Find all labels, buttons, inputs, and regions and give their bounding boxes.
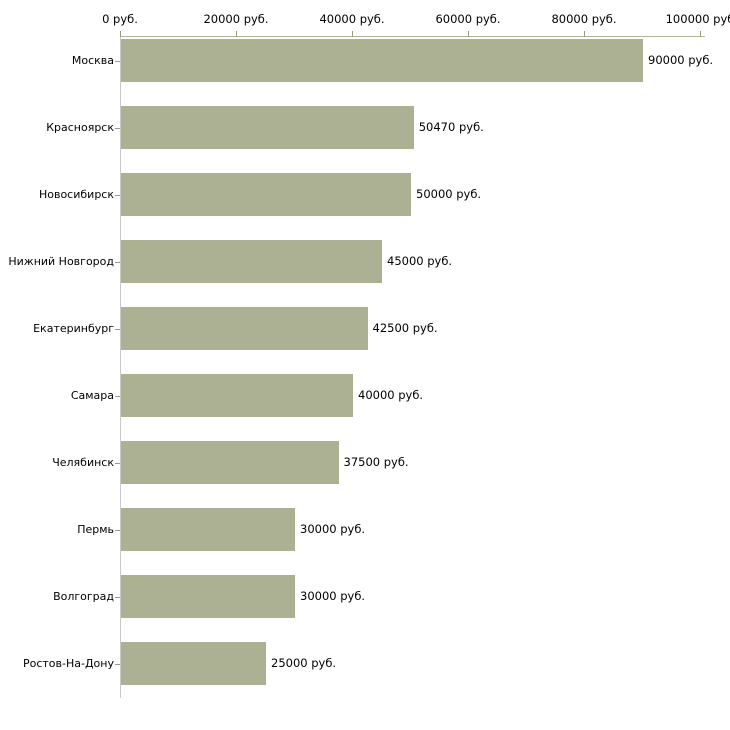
x-axis-tick-label: 0 руб. [102, 12, 138, 26]
x-axis-tick [584, 31, 585, 37]
x-axis-tick [700, 31, 701, 37]
x-axis-tick-label: 80000 руб. [551, 12, 617, 26]
y-axis-tick [115, 194, 120, 196]
y-axis-tick [115, 261, 120, 263]
y-axis-tick [115, 328, 120, 330]
category-label: Волгоград [53, 589, 114, 603]
category-label-row: Нижний Новгород [0, 255, 114, 269]
x-axis-tick-label: 40000 руб. [319, 12, 385, 26]
bar-value-label: 30000 руб. [300, 588, 366, 603]
x-axis-tick [236, 31, 237, 37]
x-axis-tick-label: 100000 руб [665, 12, 730, 26]
category-label-row: Москва [0, 54, 114, 68]
y-axis-tick [115, 529, 120, 531]
category-label: Новосибирск [38, 187, 114, 201]
category-label-row: Самара [0, 389, 114, 403]
bar[interactable] [121, 307, 368, 350]
category-label-row: Красноярск [0, 121, 114, 135]
category-label-row: Волгоград [0, 590, 114, 604]
bar[interactable] [121, 240, 382, 283]
category-label-row: Ростов-На-Дону [0, 657, 114, 671]
bar-value-label: 90000 руб. [648, 52, 714, 67]
category-label: Ростов-На-Дону [22, 656, 114, 670]
y-axis-line [120, 36, 121, 698]
category-label: Красноярск [46, 120, 114, 134]
category-label: Пермь [77, 522, 114, 536]
bar[interactable] [121, 508, 295, 551]
y-axis-tick [115, 127, 120, 129]
bar[interactable] [121, 106, 414, 149]
x-axis-tick-label: 20000 руб. [203, 12, 269, 26]
y-axis-tick [115, 462, 120, 464]
bar-value-label: 40000 руб. [358, 387, 424, 402]
bar-value-label: 37500 руб. [343, 454, 409, 469]
bar[interactable] [121, 575, 295, 618]
bar-value-label: 25000 руб. [271, 655, 337, 670]
category-label-row: Челябинск [0, 456, 114, 470]
category-label: Челябинск [52, 455, 114, 469]
category-label: Екатеринбург [33, 321, 114, 335]
bar-value-label: 30000 руб. [300, 521, 366, 536]
x-axis-tick [468, 31, 469, 37]
bar-value-label: 45000 руб. [387, 253, 453, 268]
y-axis-tick [115, 395, 120, 397]
category-label-row: Пермь [0, 523, 114, 537]
bar[interactable] [121, 39, 643, 82]
bar[interactable] [121, 374, 353, 417]
y-axis-tick [115, 663, 120, 665]
category-label-row: Екатеринбург [0, 322, 114, 336]
bar-value-label: 50000 руб. [416, 186, 482, 201]
bar[interactable] [121, 642, 266, 685]
y-axis-tick [115, 60, 120, 62]
category-label-row: Новосибирск [0, 188, 114, 202]
category-label: Москва [71, 53, 114, 67]
bar-value-label: 50470 руб. [418, 119, 484, 134]
y-axis-tick [115, 596, 120, 598]
x-axis-tick [120, 31, 121, 37]
category-label: Нижний Новгород [8, 254, 114, 268]
x-axis-tick-label: 60000 руб. [435, 12, 501, 26]
category-label: Самара [70, 388, 114, 402]
x-axis-line [120, 36, 705, 37]
bar-value-label: 42500 руб. [372, 320, 438, 335]
x-axis-tick [352, 31, 353, 37]
bar[interactable] [121, 173, 411, 216]
bar[interactable] [121, 441, 339, 484]
